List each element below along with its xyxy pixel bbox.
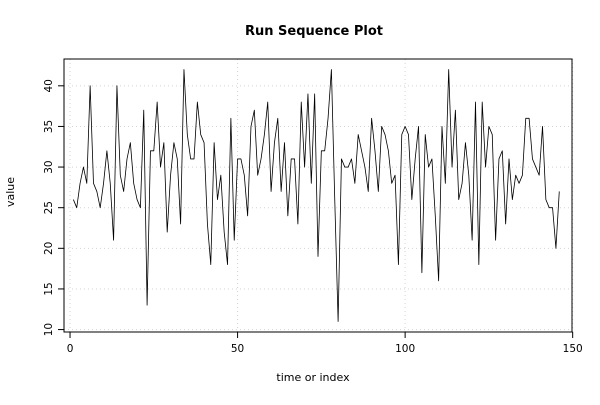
y-tick-label: 10 <box>43 323 55 336</box>
chart-title: Run Sequence Plot <box>245 24 383 39</box>
y-tick-label: 40 <box>43 79 55 92</box>
y-tick-label: 25 <box>43 201 55 214</box>
x-axis-label: time or index <box>276 371 350 384</box>
x-tick-label: 0 <box>67 343 74 355</box>
x-tick-label: 150 <box>563 343 583 355</box>
y-tick-label: 15 <box>43 282 55 295</box>
y-axis-label: value <box>4 177 17 207</box>
x-tick-label: 50 <box>231 343 244 355</box>
series-line <box>73 69 560 322</box>
plot-frame <box>63 58 573 333</box>
y-tick-label: 35 <box>43 120 55 133</box>
series-layer <box>73 69 560 322</box>
y-tick-label: 20 <box>43 242 55 255</box>
y-tick-label: 30 <box>43 160 55 173</box>
axes: 0 50 100 150 10 15 20 25 30 35 40 <box>43 79 583 355</box>
x-tick-label: 100 <box>395 343 415 355</box>
grid-layer <box>64 59 574 332</box>
